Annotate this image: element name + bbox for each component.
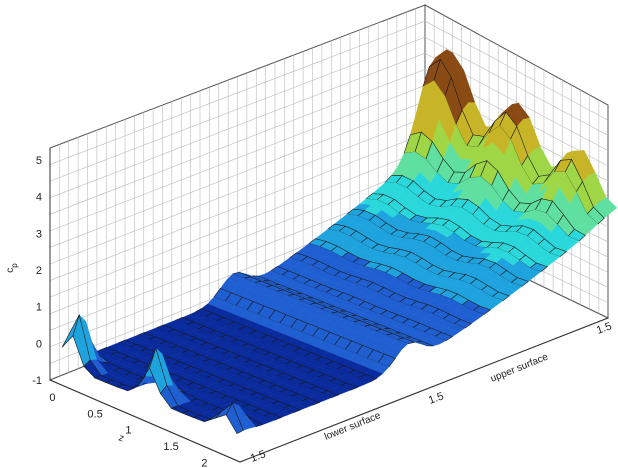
y-annot-end-num: 1.5	[595, 320, 613, 337]
grid-line	[49, 149, 426, 298]
z-tick-label: 0	[36, 338, 42, 350]
z-tick-label: 1	[36, 302, 42, 314]
x-tick-label: 0.5	[87, 408, 102, 420]
z-tick-label: -1	[32, 375, 42, 387]
grid-line	[49, 117, 426, 265]
grid-line	[49, 165, 426, 314]
grid-line	[49, 85, 426, 232]
svg-text:cp: cp	[5, 263, 19, 273]
x-tick-label: 1.5	[163, 441, 178, 453]
x-tick-label: 1	[125, 425, 131, 437]
z-tick-label: 4	[36, 192, 42, 204]
axis-lines	[49, 148, 609, 463]
grid-line	[424, 20, 609, 121]
x-axis-ticks: 0 0.5 1 1.5 2	[49, 392, 207, 468]
grid-line	[49, 52, 426, 198]
z-label-sub: p	[10, 263, 19, 268]
y-annot-start-num: 1.5	[249, 448, 267, 465]
z-tick-label: 2	[36, 265, 42, 277]
grid-line	[49, 133, 426, 281]
grid-line	[49, 101, 426, 248]
z-tick-label: 5	[36, 155, 42, 167]
grid-line	[49, 20, 426, 165]
x-tick-label: 2	[201, 458, 207, 468]
z-axis-ticks: -1 0 1 2 3 4 5	[32, 155, 42, 387]
x-axis-label: z	[117, 432, 125, 444]
z-tick-label: 3	[36, 228, 42, 240]
surface-cell	[61, 314, 80, 348]
grid-line	[49, 69, 426, 215]
grid-line	[424, 36, 609, 136]
y-annot-mid-num: 1.5	[427, 390, 445, 407]
z-label-main: c	[5, 268, 16, 273]
grid-line	[49, 36, 426, 182]
x-tick-label: 0	[49, 392, 55, 404]
z-axis-label: cp	[5, 263, 19, 273]
surface-mesh	[61, 49, 618, 435]
